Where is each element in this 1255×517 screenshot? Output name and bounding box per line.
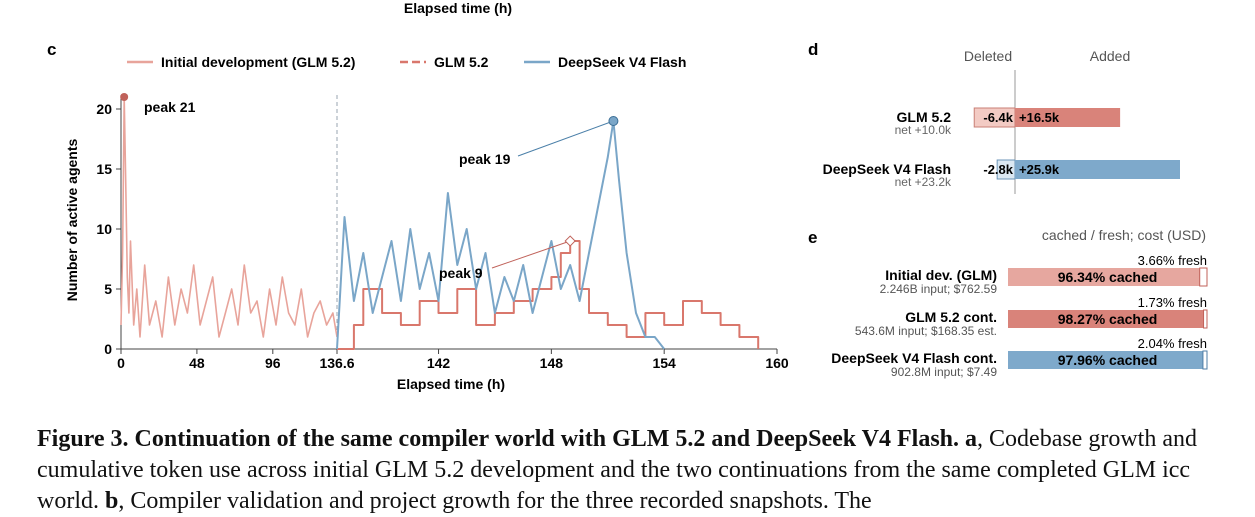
cached-segment [1008,310,1204,328]
y-tick-label: 15 [96,161,112,177]
y-tick-label: 0 [104,341,112,357]
cached-segment [1008,351,1203,369]
legend-label: GLM 5.2 [434,54,489,70]
x-tick-label: 136.6 [319,355,354,371]
added-bar [1015,160,1180,179]
panel-c-series [120,96,760,350]
caption-part-b-text: , Compiler validation and project growth… [118,488,872,514]
panel-e-letter: e [808,228,817,247]
x-tick-label: 148 [540,355,564,371]
panel-e-header: cached / fresh; cost (USD) [1042,227,1206,243]
x-tick-label: 96 [265,355,281,371]
caption-part-a-letter: a [965,426,978,452]
figure-caption: Figure 3. Continuation of the same compi… [37,424,1237,517]
added-bar [1015,108,1121,127]
added-value-label: +16.5k [1019,110,1060,125]
panel-d-letter: d [808,40,818,59]
legend-label: DeepSeek V4 Flash [558,54,686,70]
legend-label: Initial development (GLM 5.2) [161,54,355,70]
panel-c-annotations: peak 21 peak 19 peak 9 [120,93,619,281]
row-name: DeepSeek V4 Flash cont. [831,350,997,366]
x-tick-label: 142 [427,355,451,371]
fresh-segment [1199,267,1208,287]
fresh-label: 2.04% fresh [1138,336,1207,351]
top-axis-label: Elapsed time (h) [404,0,512,16]
x-tick-label: 160 [765,355,789,371]
deleted-value-label: -6.4k [983,110,1013,125]
cached-label: 98.27% cached [1058,311,1158,327]
peak-19-marker [608,116,619,126]
fresh-segment [1203,309,1208,329]
row-subtitle: 2.246B input; $762.59 [880,282,998,296]
deleted-value-label: -2.8k [983,162,1013,177]
peak-9-leader [491,240,571,269]
category-label: DeepSeek V4 Flash [823,161,951,177]
peak-9-label: peak 9 [439,265,483,281]
panel-d-header-added: Added [1090,48,1130,64]
cached-segment [1008,268,1200,286]
peak-21-marker [120,93,129,101]
row-name: Initial dev. (GLM) [885,267,997,283]
y-tick-label: 10 [96,221,112,237]
category-label: GLM 5.2 [897,109,952,125]
caption-part-a-text: , Codebase growth and cumulative token u… [37,426,1197,514]
cached-label: 97.96% cached [1058,352,1158,368]
added-value-label: +25.9k [1019,162,1060,177]
caption-title: Figure 3. Continuation of the same compi… [37,426,960,452]
peak-19-label: peak 19 [459,151,511,167]
panel-c-x-axis-label: Elapsed time (h) [397,376,505,392]
panel-e-token-cache-chart: e cached / fresh; cost (USD) 96.34% cach… [808,227,1208,379]
panel-c-y-axis-label: Number of active agents [64,138,80,301]
cached-label: 96.34% cached [1058,269,1158,285]
peak-9-marker [564,235,576,247]
series-line-1 [337,240,760,350]
panel-c-letter: c [47,40,56,59]
net-label: net +10.0k [895,123,952,137]
panel-d-header-deleted: Deleted [964,48,1012,64]
row-subtitle: 902.8M input; $7.49 [891,365,997,379]
panel-c-active-agents-chart: c Initial development (GLM 5.2) GLM 5.2 De… [47,40,789,392]
row-name: GLM 5.2 cont. [905,309,997,325]
fresh-segment [1202,350,1208,370]
x-tick-label: 48 [189,355,205,371]
peak-21-label: peak 21 [144,99,196,115]
panel-c-legend: Initial development (GLM 5.2) GLM 5.2 Deep… [127,54,686,70]
fresh-label: 1.73% fresh [1138,295,1207,310]
y-tick-label: 20 [96,101,112,117]
x-tick-label: 0 [117,355,125,371]
caption-part-b-letter: b [105,488,119,514]
series-line-0 [120,96,338,338]
row-subtitle: 543.6M input; $168.35 est. [855,324,997,338]
panel-c-axes: 0 5 10 15 20 0 48 96 136.6 142 148 154 160 [96,95,789,371]
fresh-label: 3.66% fresh [1138,253,1207,268]
net-label: net +23.2k [895,175,952,189]
peak-19-leader [517,120,614,157]
y-tick-label: 5 [104,281,112,297]
x-tick-label: 154 [652,355,676,371]
figure-canvas: Elapsed time (h) c Initial development (… [47,0,1208,392]
